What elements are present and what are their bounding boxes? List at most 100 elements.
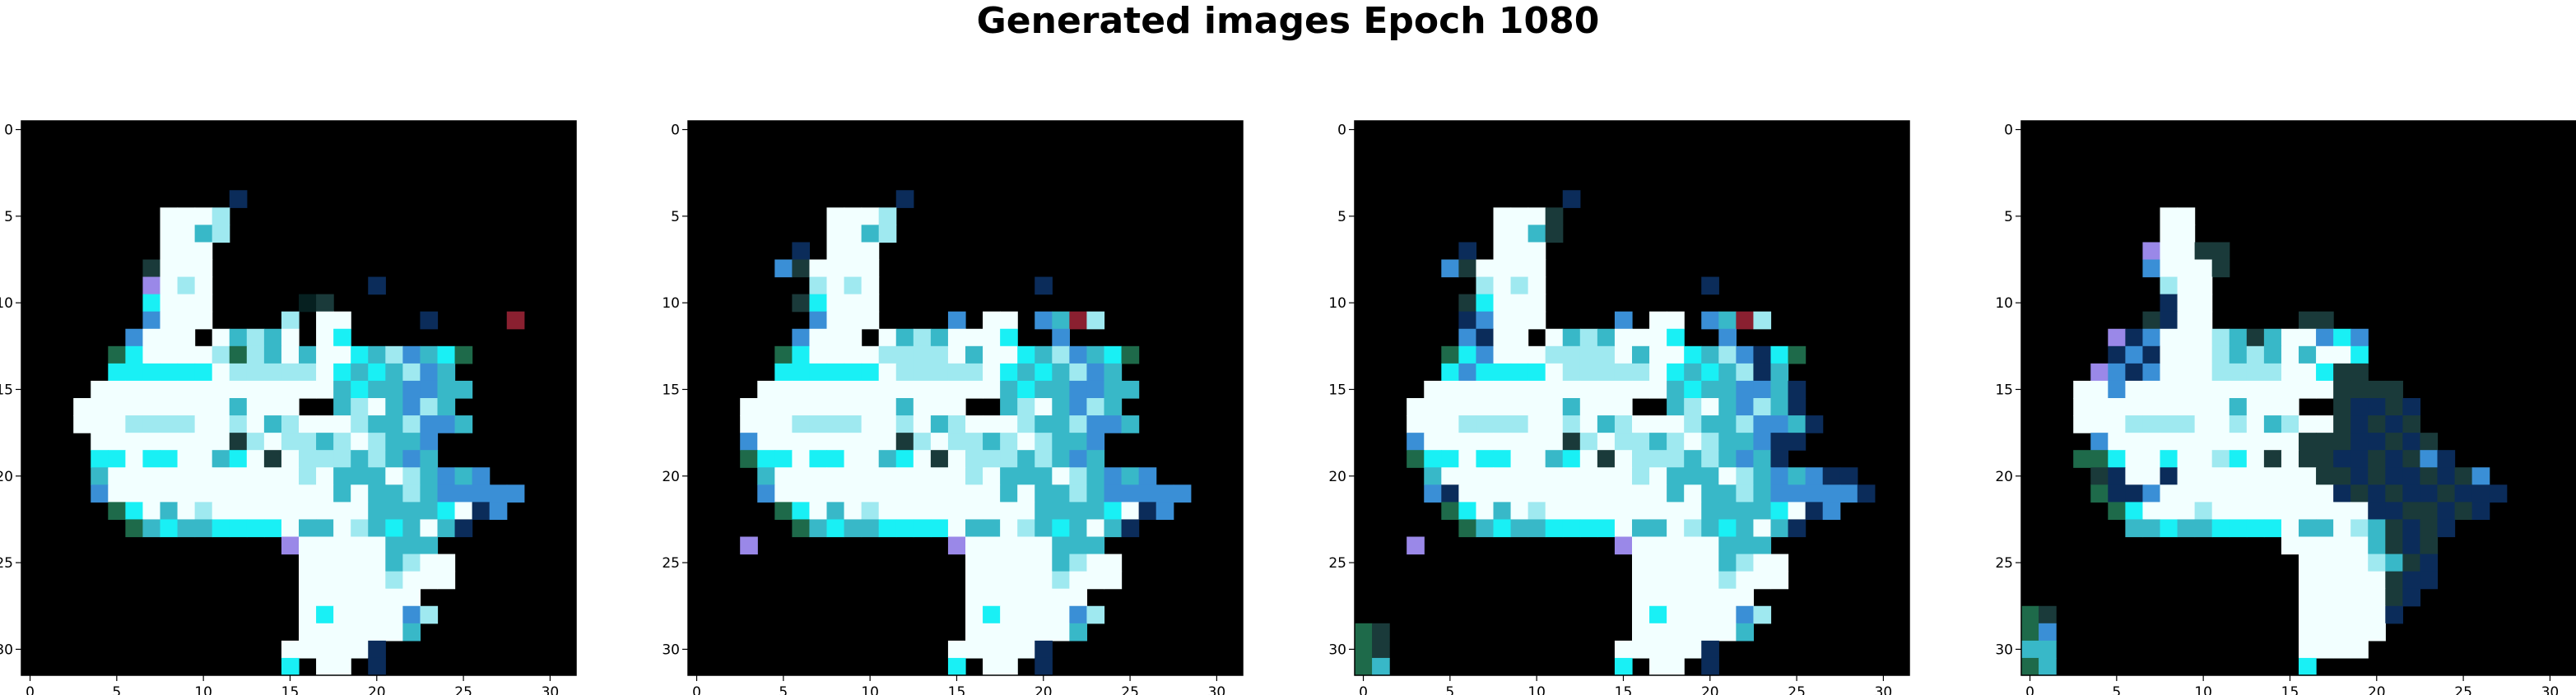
pixel (1597, 519, 1616, 538)
pixel (1788, 484, 1806, 503)
pixel (1510, 225, 1529, 243)
pixel (316, 605, 334, 624)
pixel (420, 519, 439, 538)
pixel (983, 467, 1001, 485)
pixel (333, 450, 351, 468)
pixel (1718, 571, 1737, 590)
pixel (1579, 450, 1598, 468)
pixel (2090, 484, 2109, 503)
pixel (1614, 519, 1633, 538)
pixel (2471, 467, 2490, 485)
pixel (333, 363, 351, 382)
pixel (809, 467, 828, 485)
pixel (1441, 345, 1459, 364)
pixel (2437, 450, 2456, 468)
pixel (472, 484, 491, 503)
pixel (246, 502, 265, 521)
pixel (774, 433, 793, 451)
pixel (965, 450, 983, 468)
pixel (1035, 640, 1053, 659)
pixel (1000, 311, 1018, 330)
pixel (1718, 554, 1737, 572)
pixel (125, 433, 144, 451)
pixel (177, 225, 196, 243)
pixel (1579, 328, 1598, 347)
pixel (1510, 433, 1529, 451)
pixel (2281, 536, 2299, 555)
pixel (229, 380, 248, 399)
pixel (1017, 467, 1035, 485)
pixel (895, 450, 914, 468)
pixel (1017, 536, 1035, 555)
pixel (1684, 623, 1702, 642)
pixel (2350, 502, 2369, 521)
pixel (1069, 345, 1088, 364)
pixel (844, 433, 863, 451)
pixel (333, 415, 351, 433)
pixel (2039, 605, 2057, 624)
pixel (1476, 467, 1495, 485)
pixel (229, 519, 248, 538)
pixel (1000, 345, 1018, 364)
pixel (2299, 415, 2317, 433)
pixel (1597, 502, 1616, 521)
x-tick-label: 0 (692, 684, 701, 695)
x-tick-label: 0 (2025, 684, 2034, 695)
pixel (1684, 467, 1702, 485)
pixel (1000, 588, 1018, 607)
pixel (194, 345, 213, 364)
pixel (740, 398, 758, 416)
pixel (1684, 536, 1702, 555)
pixel (1527, 345, 1546, 364)
pixel (489, 502, 508, 521)
pixel (2281, 398, 2299, 416)
pixel (1684, 502, 1702, 521)
pixel (2246, 328, 2265, 347)
pixel (2350, 380, 2369, 399)
pixel (2263, 484, 2282, 503)
pixel (1701, 605, 1719, 624)
pixel (947, 433, 966, 451)
pixel (983, 433, 1001, 451)
pixel (809, 380, 828, 399)
pixel (1527, 484, 1546, 503)
pixel (1527, 398, 1546, 416)
pixel (2299, 502, 2317, 521)
pixel (246, 380, 265, 399)
pixel (333, 640, 351, 659)
pixel (965, 345, 983, 364)
pixel (437, 345, 456, 364)
pixel (2333, 380, 2351, 399)
pixel (878, 398, 897, 416)
pixel (437, 484, 456, 503)
pixel (177, 398, 196, 416)
pixel (1753, 571, 1772, 590)
pixel (1632, 588, 1650, 607)
pixel (142, 519, 161, 538)
pixel (351, 363, 369, 382)
pixel (2350, 363, 2369, 382)
pixel (895, 328, 914, 347)
pixel (160, 484, 179, 503)
pixel (757, 380, 775, 399)
pixel (1545, 225, 1564, 243)
pixel (1121, 345, 1140, 364)
pixel (420, 450, 439, 468)
pixel (1458, 484, 1477, 503)
pixel (1545, 433, 1564, 451)
pixel (2229, 484, 2248, 503)
pixel (1736, 623, 1755, 642)
pixel (1493, 242, 1512, 261)
x-tick-label: 30 (542, 684, 560, 695)
pixel (2385, 433, 2403, 451)
pixel (2316, 519, 2334, 538)
pixel (2420, 571, 2439, 590)
pixel (1614, 502, 1633, 521)
pixel (2299, 345, 2317, 364)
pixel (983, 363, 1001, 382)
pixel (160, 345, 179, 364)
pixel (2194, 259, 2213, 278)
pixel (826, 450, 845, 468)
pixel (2402, 433, 2421, 451)
pixel (2090, 398, 2109, 416)
